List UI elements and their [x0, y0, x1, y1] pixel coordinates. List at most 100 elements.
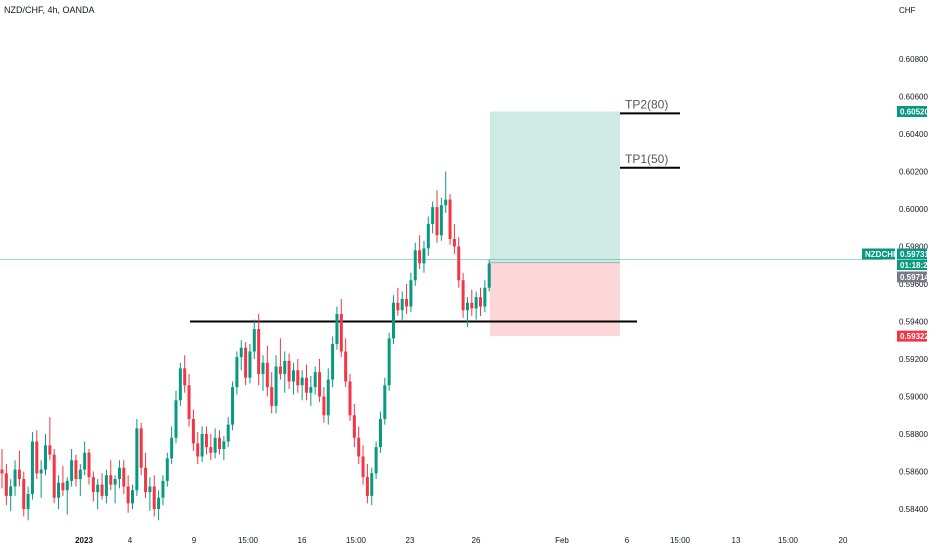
candle	[344, 351, 348, 382]
candle	[191, 419, 195, 444]
candle	[13, 469, 17, 487]
candle	[283, 360, 287, 374]
candle	[239, 347, 243, 358]
symbol-title: NZD/CHF, 4h, OANDA	[4, 5, 95, 15]
candle	[165, 458, 169, 481]
candle	[187, 385, 191, 419]
target-zone	[490, 111, 620, 263]
candle	[439, 205, 443, 236]
x-tick-label: 16	[298, 536, 307, 545]
candle	[200, 434, 204, 457]
candle	[4, 473, 8, 496]
candle	[457, 246, 461, 281]
candle	[183, 368, 187, 386]
stop-zone	[490, 262, 620, 337]
candle	[252, 329, 256, 352]
last-price-tag: 0.59731	[900, 250, 929, 259]
candle	[235, 357, 239, 388]
candle	[57, 482, 61, 498]
candle	[87, 452, 91, 478]
candle	[296, 370, 300, 386]
candle	[418, 250, 422, 264]
candle	[365, 477, 369, 496]
candle	[65, 480, 69, 491]
tp2-label: TP2(80)	[625, 97, 668, 111]
candle	[318, 372, 322, 397]
candle	[461, 280, 465, 311]
candle	[387, 338, 391, 386]
candle	[148, 486, 152, 493]
candle	[218, 437, 221, 449]
candle	[144, 467, 148, 493]
candle	[487, 263, 491, 288]
candle	[117, 467, 121, 479]
candle	[405, 299, 409, 307]
candle	[270, 387, 274, 406]
candle	[479, 297, 482, 307]
candle	[278, 366, 282, 374]
y-tick-label: 0.58400	[899, 505, 928, 514]
entry-price-tag: 0.59714	[900, 273, 929, 282]
candle	[178, 368, 182, 401]
candle	[348, 381, 352, 416]
x-tick-label: 15:00	[670, 536, 691, 545]
x-tick-label: 15:00	[238, 536, 259, 545]
candle	[474, 297, 478, 309]
symbol-tag-bg	[862, 248, 895, 260]
candle	[135, 428, 139, 491]
candle	[204, 434, 208, 448]
stop-price-tag: 0.59322	[900, 332, 929, 341]
x-tick-label: 15:00	[778, 536, 799, 545]
candle	[396, 302, 400, 311]
candle	[104, 475, 108, 496]
candle	[291, 370, 295, 382]
candle	[209, 447, 213, 453]
candle	[400, 299, 404, 311]
candle	[370, 473, 374, 496]
y-tick-label: 0.60400	[899, 130, 928, 139]
tp2-price-tag-bg	[897, 106, 927, 117]
candle	[248, 351, 252, 378]
candle	[322, 396, 326, 416]
x-tick-label: 15:00	[346, 536, 367, 545]
x-tick-label: 13	[732, 536, 741, 545]
candle	[152, 486, 156, 509]
candle	[305, 377, 308, 393]
candle	[335, 314, 339, 344]
y-tick-label: 0.59200	[899, 355, 928, 364]
candle	[422, 248, 426, 264]
y-tick-label: 0.60200	[899, 168, 928, 177]
candle	[426, 224, 430, 249]
x-tick-label: 26	[472, 536, 481, 545]
candle	[274, 366, 278, 406]
y-tick-label: 0.59800	[899, 243, 928, 252]
x-tick-label: 9	[192, 536, 197, 545]
candle	[357, 437, 361, 457]
candle	[374, 447, 378, 474]
candle	[113, 479, 117, 485]
candle	[444, 199, 448, 206]
candle	[261, 362, 265, 374]
tp1-label: TP1(50)	[625, 152, 668, 166]
currency-label: CHF	[899, 6, 916, 15]
candle	[96, 484, 100, 493]
y-tick-label: 0.59400	[899, 318, 928, 327]
candle	[157, 497, 161, 509]
candle	[122, 467, 126, 487]
candle	[378, 419, 382, 448]
candle	[257, 329, 261, 374]
candle	[448, 199, 452, 239]
candle	[231, 387, 235, 425]
x-tick-label: 20	[839, 536, 848, 545]
candle	[26, 494, 30, 509]
candle	[30, 441, 34, 494]
candle	[265, 362, 269, 388]
candle	[213, 437, 217, 453]
tp2-price-tag: 0.60520	[900, 108, 929, 117]
x-tick-label: 23	[406, 536, 415, 545]
x-tick-label: Feb	[555, 536, 569, 545]
candle	[300, 377, 304, 386]
candle	[431, 207, 435, 224]
